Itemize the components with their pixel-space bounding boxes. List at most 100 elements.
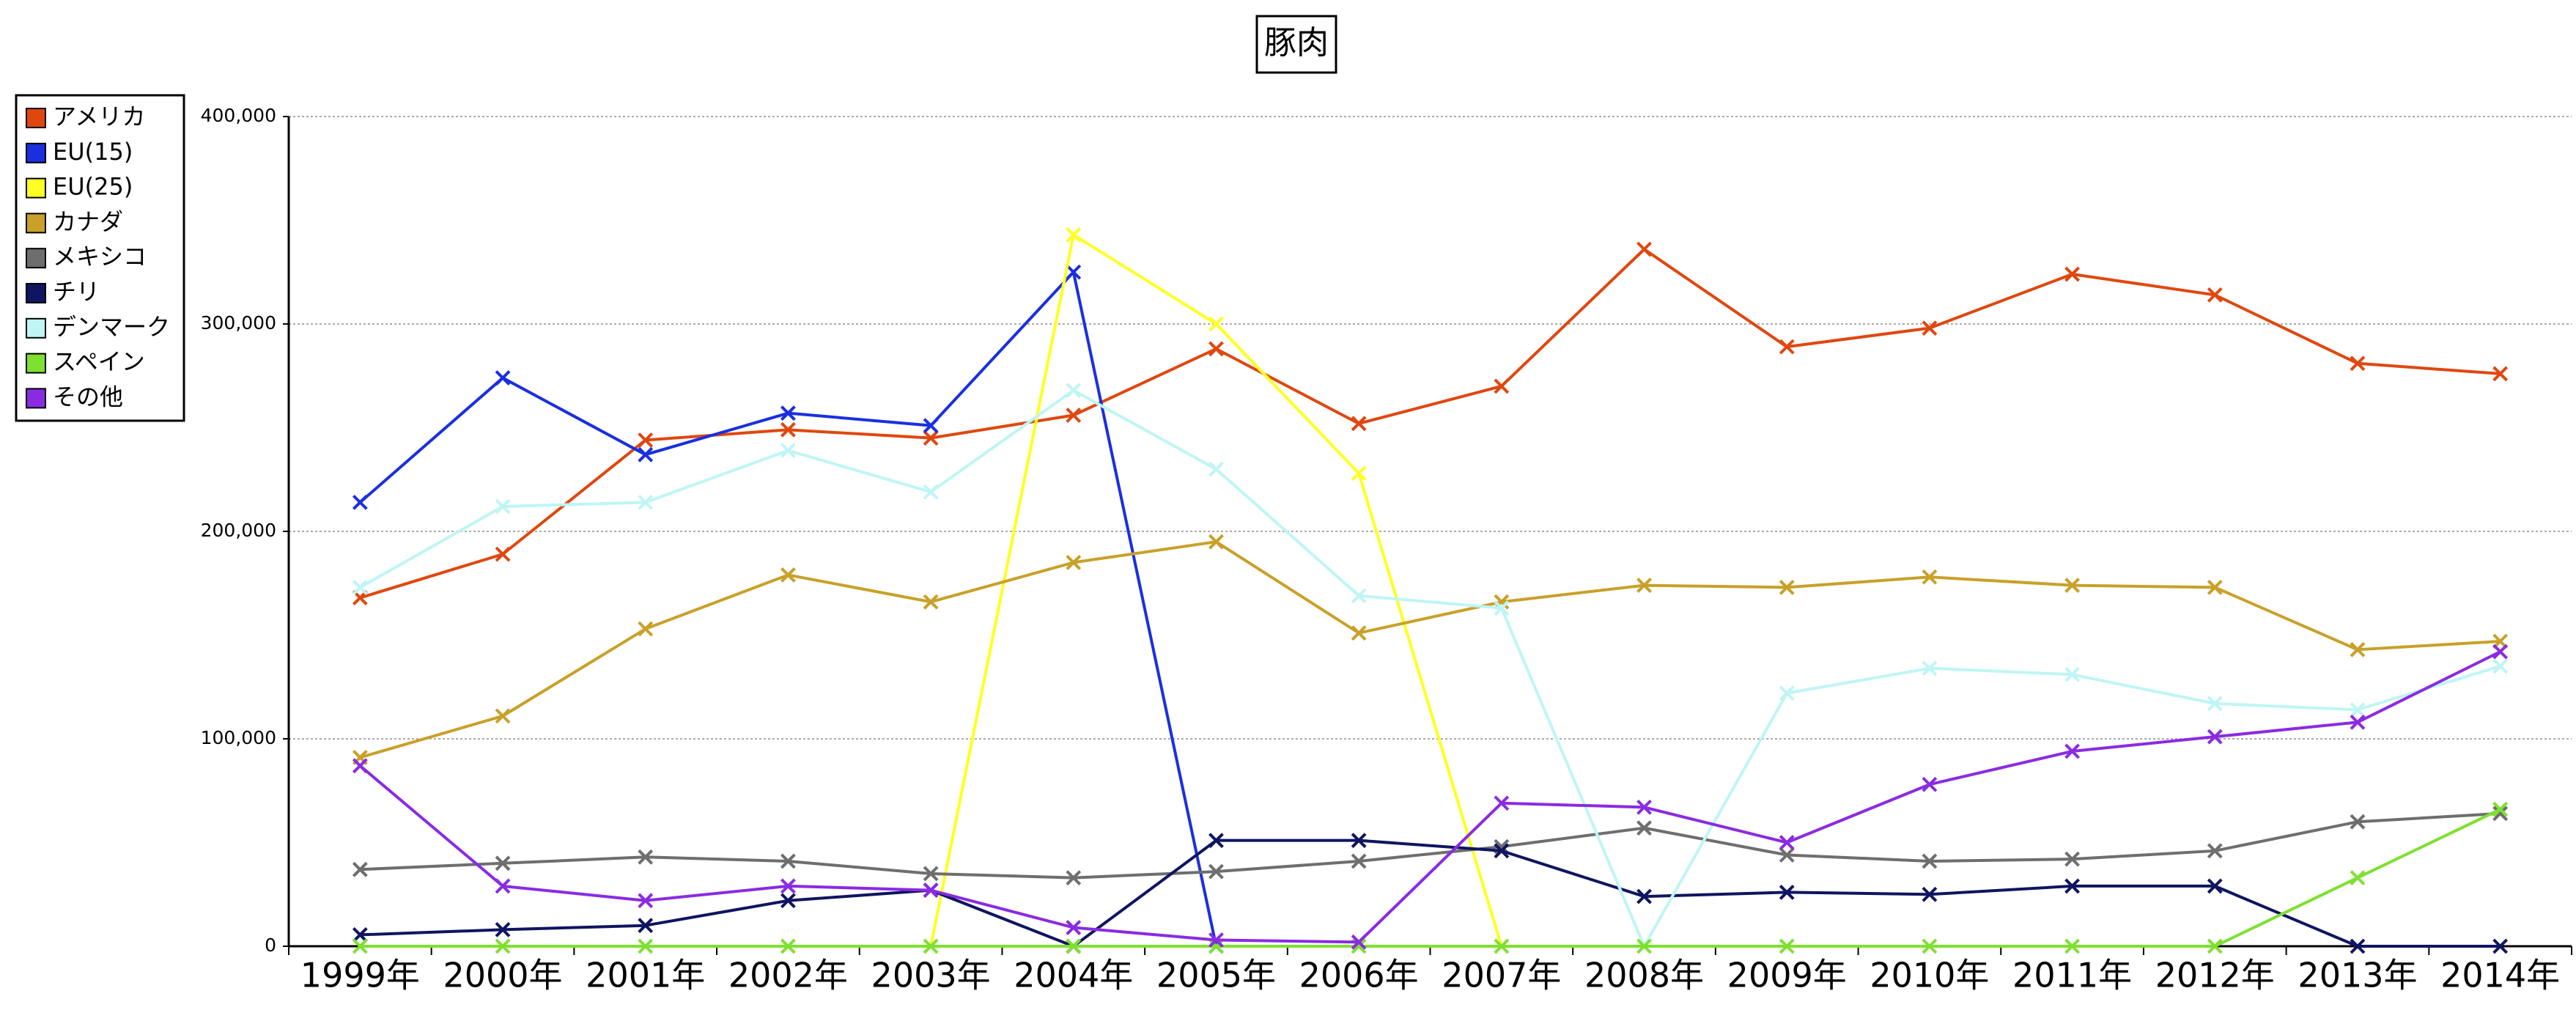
marker <box>1066 555 1082 570</box>
marker <box>2064 938 2081 954</box>
x-tick-label: 1999年 <box>300 956 420 995</box>
legend-swatch <box>26 317 46 339</box>
legend-label: スペイン <box>53 348 145 376</box>
marker <box>2492 644 2509 660</box>
marker <box>1208 461 1224 477</box>
legend-swatch <box>26 353 46 374</box>
marker <box>1351 416 1367 432</box>
marker <box>1351 833 1367 849</box>
marker <box>638 432 654 448</box>
marker <box>638 494 654 510</box>
x-tick-label: 2000年 <box>443 956 562 995</box>
marker <box>780 567 796 583</box>
y-tick-label: 300,000 <box>201 312 276 333</box>
marker <box>352 927 368 943</box>
marker <box>1922 320 1938 336</box>
y-tick-label: 0 <box>265 935 276 956</box>
marker <box>1779 339 1795 355</box>
marker <box>923 938 939 954</box>
marker <box>2207 843 2223 859</box>
marker <box>1066 226 1082 243</box>
marker <box>923 430 939 446</box>
x-tick-label: 2001年 <box>586 956 705 995</box>
legend-swatch <box>26 283 46 303</box>
marker <box>2492 806 2509 822</box>
marker <box>2492 801 2509 817</box>
marker <box>1922 853 1938 869</box>
legend-swatch <box>26 142 46 163</box>
series-line <box>360 811 2501 880</box>
marker <box>1351 625 1367 641</box>
marker <box>1779 885 1795 900</box>
marker <box>2207 579 2223 595</box>
series-line <box>359 269 1218 947</box>
x-tick-label: 2012年 <box>2155 956 2275 995</box>
marker <box>1351 934 1367 950</box>
marker <box>1208 534 1224 550</box>
x-tick-label: 2013年 <box>2298 956 2417 995</box>
x-tick-label: 2005年 <box>1156 956 1276 995</box>
marker <box>352 861 368 877</box>
series-line <box>359 388 2501 950</box>
legend-swatch <box>26 177 46 199</box>
marker <box>1779 938 1795 954</box>
x-tick-label: 2011年 <box>2012 956 2132 995</box>
marker <box>2207 878 2223 894</box>
marker <box>780 853 796 869</box>
y-tick-label: 200,000 <box>201 520 276 541</box>
marker <box>1066 920 1082 935</box>
series-line <box>360 808 2501 948</box>
marker <box>2350 870 2366 886</box>
marker <box>780 878 796 894</box>
x-tick-label: 2009年 <box>1727 956 1847 995</box>
marker <box>495 546 511 562</box>
legend-label: その他 <box>53 383 123 410</box>
marker <box>1922 886 1938 902</box>
marker <box>1494 378 1510 394</box>
legend-swatch <box>26 388 46 409</box>
marker <box>495 938 511 954</box>
marker <box>2350 938 2366 954</box>
marker <box>1494 938 1510 954</box>
marker <box>495 921 511 937</box>
legend-label: カナダ <box>53 207 123 235</box>
marker <box>1351 588 1367 604</box>
marker <box>2064 266 2081 282</box>
x-tick-label: 2002年 <box>728 956 848 995</box>
marker <box>1779 847 1795 863</box>
marker <box>1208 341 1224 357</box>
marker <box>638 893 654 909</box>
marker <box>1351 465 1367 482</box>
series-line <box>359 247 2501 600</box>
marker <box>495 855 511 871</box>
marker <box>923 418 939 434</box>
marker <box>923 594 939 610</box>
x-tick-label: 2006年 <box>1299 956 1419 995</box>
marker <box>1351 853 1367 869</box>
marker <box>1494 600 1510 616</box>
marker <box>923 866 939 882</box>
marker <box>2350 714 2366 730</box>
marker <box>638 918 654 934</box>
marker <box>2207 938 2223 954</box>
marker <box>1066 383 1082 398</box>
x-tick-label: 2004年 <box>1014 956 1133 995</box>
marker <box>1208 833 1224 849</box>
marker <box>1636 578 1652 593</box>
legend-swatch <box>26 248 46 269</box>
marker <box>2064 578 2081 593</box>
marker <box>352 758 368 774</box>
title-box <box>1255 15 1337 74</box>
marker <box>2064 878 2081 894</box>
x-tick-label: 2008年 <box>1584 956 1704 995</box>
marker <box>2064 666 2081 682</box>
series-line <box>359 540 2501 759</box>
marker <box>2064 851 2081 867</box>
marker <box>2350 814 2366 830</box>
marker <box>352 579 368 595</box>
marker <box>923 484 939 500</box>
legend-swatch <box>26 213 46 234</box>
marker <box>1208 932 1224 948</box>
marker <box>780 405 796 421</box>
